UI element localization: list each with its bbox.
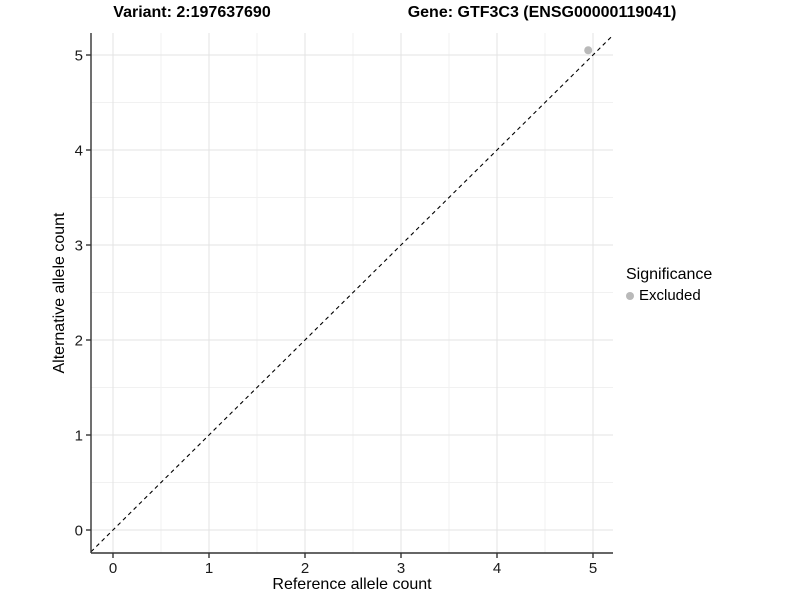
legend: Significance Excluded	[626, 266, 712, 304]
y-tick-label: 1	[75, 428, 83, 445]
data-point-excluded	[584, 46, 593, 55]
y-tick-label: 2	[75, 333, 83, 350]
gene-title: Gene: GTF3C3 (ENSG00000119041)	[407, 4, 677, 21]
y-axis-title: Alternative allele count	[51, 212, 68, 374]
x-tick-label: 2	[301, 560, 309, 577]
x-axis-title: Reference allele count	[272, 576, 432, 593]
legend-item-label: Excluded	[639, 287, 701, 304]
y-tick-label: 5	[75, 48, 83, 65]
x-tick-label: 5	[589, 560, 597, 577]
identity-diagonal-line	[90, 34, 614, 553]
legend-item-excluded: Excluded	[626, 287, 712, 304]
excluded-point-icon	[626, 291, 634, 300]
x-tick-label: 0	[109, 560, 117, 577]
legend-title: Significance	[626, 266, 713, 283]
x-tick-label: 4	[493, 560, 501, 577]
x-tick-label: 3	[397, 560, 405, 577]
x-tick-label: 1	[205, 560, 213, 577]
y-tick-label: 0	[75, 523, 83, 540]
y-tick-label: 4	[75, 143, 83, 160]
y-tick-label: 3	[75, 238, 83, 255]
variant-title: Variant: 2:197637690	[113, 4, 271, 21]
